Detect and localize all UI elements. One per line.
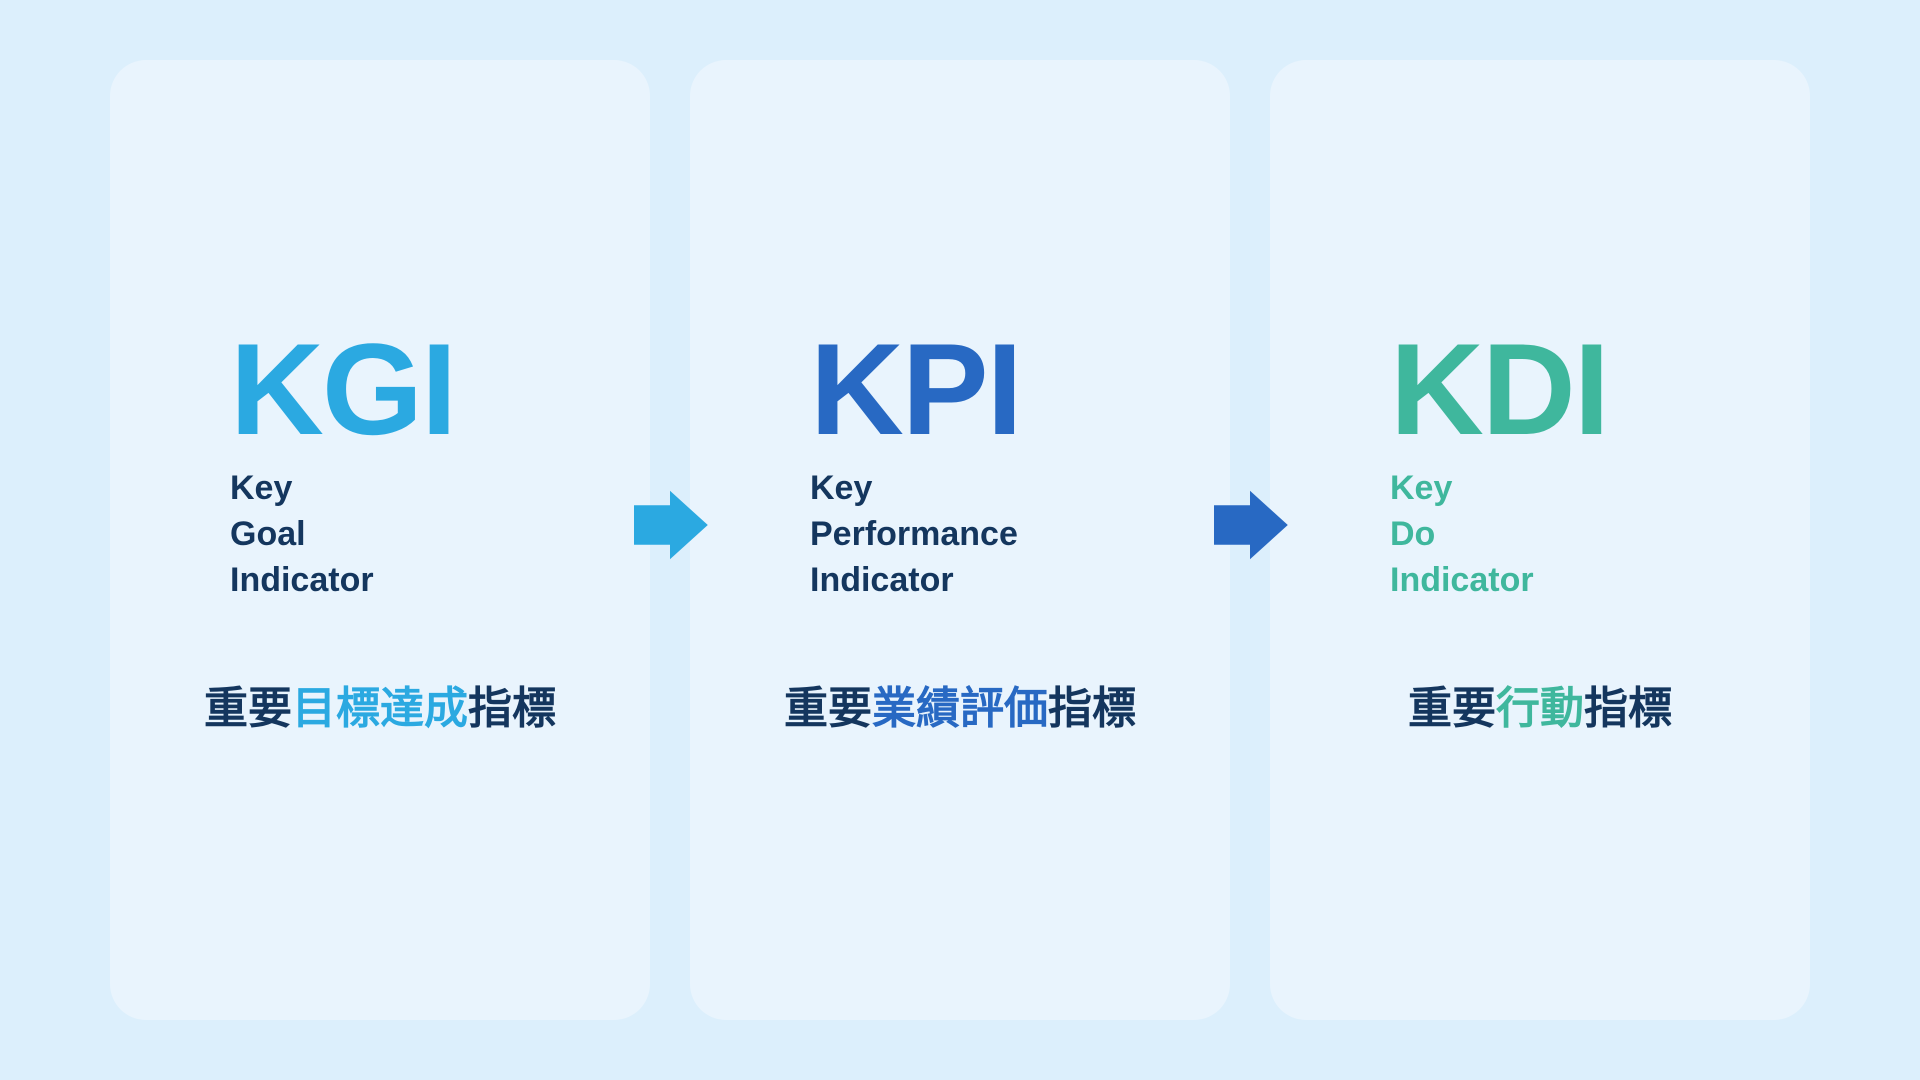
japanese-label-kdi: 重要行動指標 — [1330, 683, 1750, 736]
jp-prefix: 重要 — [204, 684, 292, 733]
card-inner: KPI Key Performance Indicator 重要業績評価指標 — [750, 324, 1170, 736]
acronym-kpi: KPI — [810, 324, 1170, 454]
expansion-kpi: Key Performance Indicator — [810, 466, 1170, 604]
arrow-1-wrap — [650, 510, 690, 570]
expansion-line: Indicator — [1390, 561, 1534, 599]
expansion-line: Performance — [810, 515, 1018, 553]
expansion-kgi: Key Goal Indicator — [230, 466, 590, 604]
jp-highlight: 行動 — [1496, 684, 1584, 733]
card-kgi: KGI Key Goal Indicator 重要目標達成指標 — [110, 60, 650, 1020]
expansion-line: Key — [810, 469, 872, 507]
jp-suffix: 指標 — [468, 684, 556, 733]
card-inner: KDI Key Do Indicator 重要行動指標 — [1330, 324, 1750, 736]
acronym-kdi: KDI — [1390, 324, 1750, 454]
expansion-kdi: Key Do Indicator — [1390, 466, 1750, 604]
acronym-kgi: KGI — [230, 324, 590, 454]
arrow-right-icon — [625, 480, 715, 570]
jp-suffix: 指標 — [1048, 684, 1136, 733]
japanese-label-kpi: 重要業績評価指標 — [750, 683, 1170, 736]
expansion-line: Key — [1390, 469, 1452, 507]
expansion-line: Do — [1390, 515, 1435, 553]
arrow-2-wrap — [1230, 510, 1270, 570]
card-inner: KGI Key Goal Indicator 重要目標達成指標 — [170, 324, 590, 736]
jp-suffix: 指標 — [1584, 684, 1672, 733]
expansion-line: Indicator — [810, 561, 954, 599]
expansion-line: Goal — [230, 515, 306, 553]
jp-highlight: 目標達成 — [292, 684, 468, 733]
acronym-block: KPI Key Performance Indicator — [750, 324, 1170, 604]
jp-highlight: 業績評価 — [872, 684, 1048, 733]
expansion-line: Key — [230, 469, 292, 507]
card-kdi: KDI Key Do Indicator 重要行動指標 — [1270, 60, 1810, 1020]
expansion-line: Indicator — [230, 561, 374, 599]
card-kpi: KPI Key Performance Indicator 重要業績評価指標 — [690, 60, 1230, 1020]
acronym-block: KGI Key Goal Indicator — [170, 324, 590, 604]
diagram-container: KGI Key Goal Indicator 重要目標達成指標 KPI Key — [60, 40, 1860, 1040]
acronym-block: KDI Key Do Indicator — [1330, 324, 1750, 604]
arrow-right-icon — [1205, 480, 1295, 570]
jp-prefix: 重要 — [784, 684, 872, 733]
japanese-label-kgi: 重要目標達成指標 — [170, 683, 590, 736]
jp-prefix: 重要 — [1408, 684, 1496, 733]
